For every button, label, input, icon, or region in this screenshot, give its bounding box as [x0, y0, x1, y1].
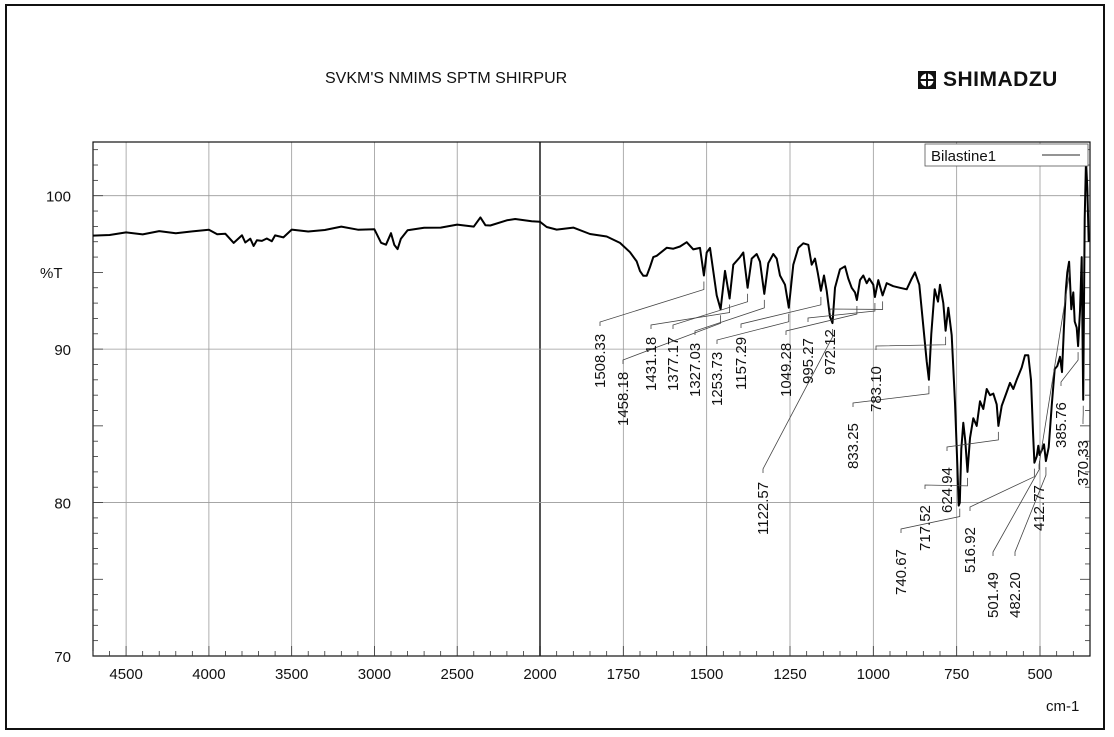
peak-leader-line [924, 477, 968, 489]
peak-leader-line [875, 336, 947, 350]
peak-label: 370.33 [1075, 440, 1092, 486]
peak-label: 1049.28 [778, 343, 795, 397]
peak-label: 1157.29 [733, 337, 750, 390]
peak-leader-line [900, 508, 961, 533]
peak-label: 833.25 [845, 423, 862, 469]
peak-annotation: 1431.18 [643, 304, 731, 391]
peak-annotation: 501.49 [985, 461, 1040, 618]
peak-label: 624.94 [939, 467, 956, 513]
peak-leader-line [716, 313, 790, 344]
peak-label: 717.52 [917, 505, 934, 551]
peak-annotation: 370.33 [1075, 405, 1092, 486]
peak-leader-line [694, 299, 765, 335]
peak-leader-line [672, 293, 749, 329]
peak-labels: 1508.33 1458.18 1431.18 1377.17 1327.03 1253.… [592, 267, 1092, 618]
peak-leader-line [622, 315, 722, 364]
peak-label: 482.20 [1007, 572, 1024, 618]
x-axis-label: cm-1 [1046, 698, 1079, 715]
peak-label: 1327.03 [687, 343, 704, 397]
peak-annotation: 740.67 [893, 508, 961, 595]
peak-leader-line [650, 304, 731, 329]
x-tick-label: 4000 [192, 666, 225, 683]
plot-area-border [92, 141, 1091, 657]
peak-annotation: 1508.33 [592, 281, 705, 388]
x-tick-label: 2500 [441, 666, 474, 683]
series-line-bilastine1 [92, 159, 1090, 507]
peak-leader-line [807, 302, 876, 322]
peak-label: 1377.17 [665, 337, 682, 391]
peak-leader-line [852, 385, 930, 407]
spectrum-report-frame: SVKM'S NMIMS SPTM SHIRPUR SHIMADZU [5, 4, 1105, 730]
peak-annotation: 1122.57 [755, 329, 833, 535]
x-tick-label: 750 [944, 666, 969, 683]
peak-annotation: 995.27 [800, 302, 876, 384]
peak-leader-line [969, 468, 1035, 511]
report-title: SVKM'S NMIMS SPTM SHIRPUR [325, 70, 568, 87]
peak-annotation: 972.12 [822, 301, 884, 375]
peak-label: 501.49 [985, 572, 1002, 618]
y-tick-label: 90 [54, 342, 71, 359]
legend-box [924, 143, 1089, 167]
peak-leader-line [599, 281, 705, 326]
y-tick-label: 100 [46, 189, 71, 206]
peak-label: 1253.73 [709, 352, 726, 406]
peak-annotation: 1253.73 [709, 313, 790, 406]
y-tick-label: 70 [54, 649, 71, 666]
y-axis-label: %T [40, 265, 63, 282]
peak-annotation: 1157.29 [733, 296, 822, 390]
x-tick-label: 500 [1027, 666, 1052, 683]
legend: Bilastine1 [924, 143, 1089, 167]
peak-leader-line [829, 301, 884, 313]
peak-label: 972.12 [822, 329, 839, 375]
peak-label: 1122.57 [755, 482, 772, 535]
peak-label: 412.77 [1031, 485, 1048, 531]
legend-series-name: Bilastine1 [931, 148, 996, 165]
x-tick-label: 1250 [773, 666, 806, 683]
peak-annotation: 1327.03 [687, 299, 765, 397]
peak-label: 783.10 [868, 366, 885, 412]
brand-name: SHIMADZU [943, 68, 1058, 91]
peak-label: 516.92 [962, 527, 979, 573]
peak-label: 1508.33 [592, 334, 609, 388]
brand-logo: SHIMADZU [917, 68, 1058, 92]
y-tick-label: 80 [54, 496, 71, 513]
x-tick-label: 3000 [358, 666, 391, 683]
shimadzu-logo-icon [918, 71, 936, 89]
peak-leader-line [992, 461, 1040, 556]
x-tick-label: 1000 [857, 666, 890, 683]
peak-annotation: 516.92 [962, 468, 1035, 573]
peak-leader-line [946, 431, 999, 451]
peak-label: 1458.18 [615, 372, 632, 426]
x-tick-label: 4500 [109, 666, 142, 683]
x-tick-label: 3500 [275, 666, 308, 683]
peak-annotation: 1377.17 [665, 293, 749, 391]
peak-annotation: 717.52 [917, 477, 968, 551]
peak-annotation: 1049.28 [778, 306, 858, 397]
peak-label: 740.67 [893, 549, 910, 595]
peak-annotation: 783.10 [868, 336, 947, 412]
peak-annotation: 482.20 [1007, 467, 1047, 618]
grid-lines [93, 142, 1090, 657]
peak-annotation: 412.77 [1031, 267, 1070, 531]
peak-leader-line [785, 306, 858, 335]
peak-leader-line [1014, 467, 1047, 556]
peak-annotation: 385.76 [1053, 352, 1079, 448]
peak-leader-line [762, 329, 833, 473]
axis-ticks: 4500 4000 3500 3000 2500 2000 1750 1500 1250 1000… [46, 149, 1090, 683]
peak-leader-line [1060, 352, 1079, 386]
peak-label: 1431.18 [643, 337, 660, 391]
series-layer [92, 159, 1090, 507]
peak-annotation: 1458.18 [615, 315, 722, 426]
peak-leader-line [1038, 267, 1070, 469]
peak-leader-line [740, 296, 822, 328]
x-tick-label: 2000 [523, 666, 556, 683]
peak-label: 995.27 [800, 338, 817, 384]
x-tick-label: 1500 [690, 666, 723, 683]
x-tick-label: 1750 [607, 666, 640, 683]
peak-annotation: 624.94 [939, 431, 999, 513]
peak-annotation: 833.25 [845, 385, 930, 469]
peak-label: 385.76 [1053, 402, 1070, 448]
